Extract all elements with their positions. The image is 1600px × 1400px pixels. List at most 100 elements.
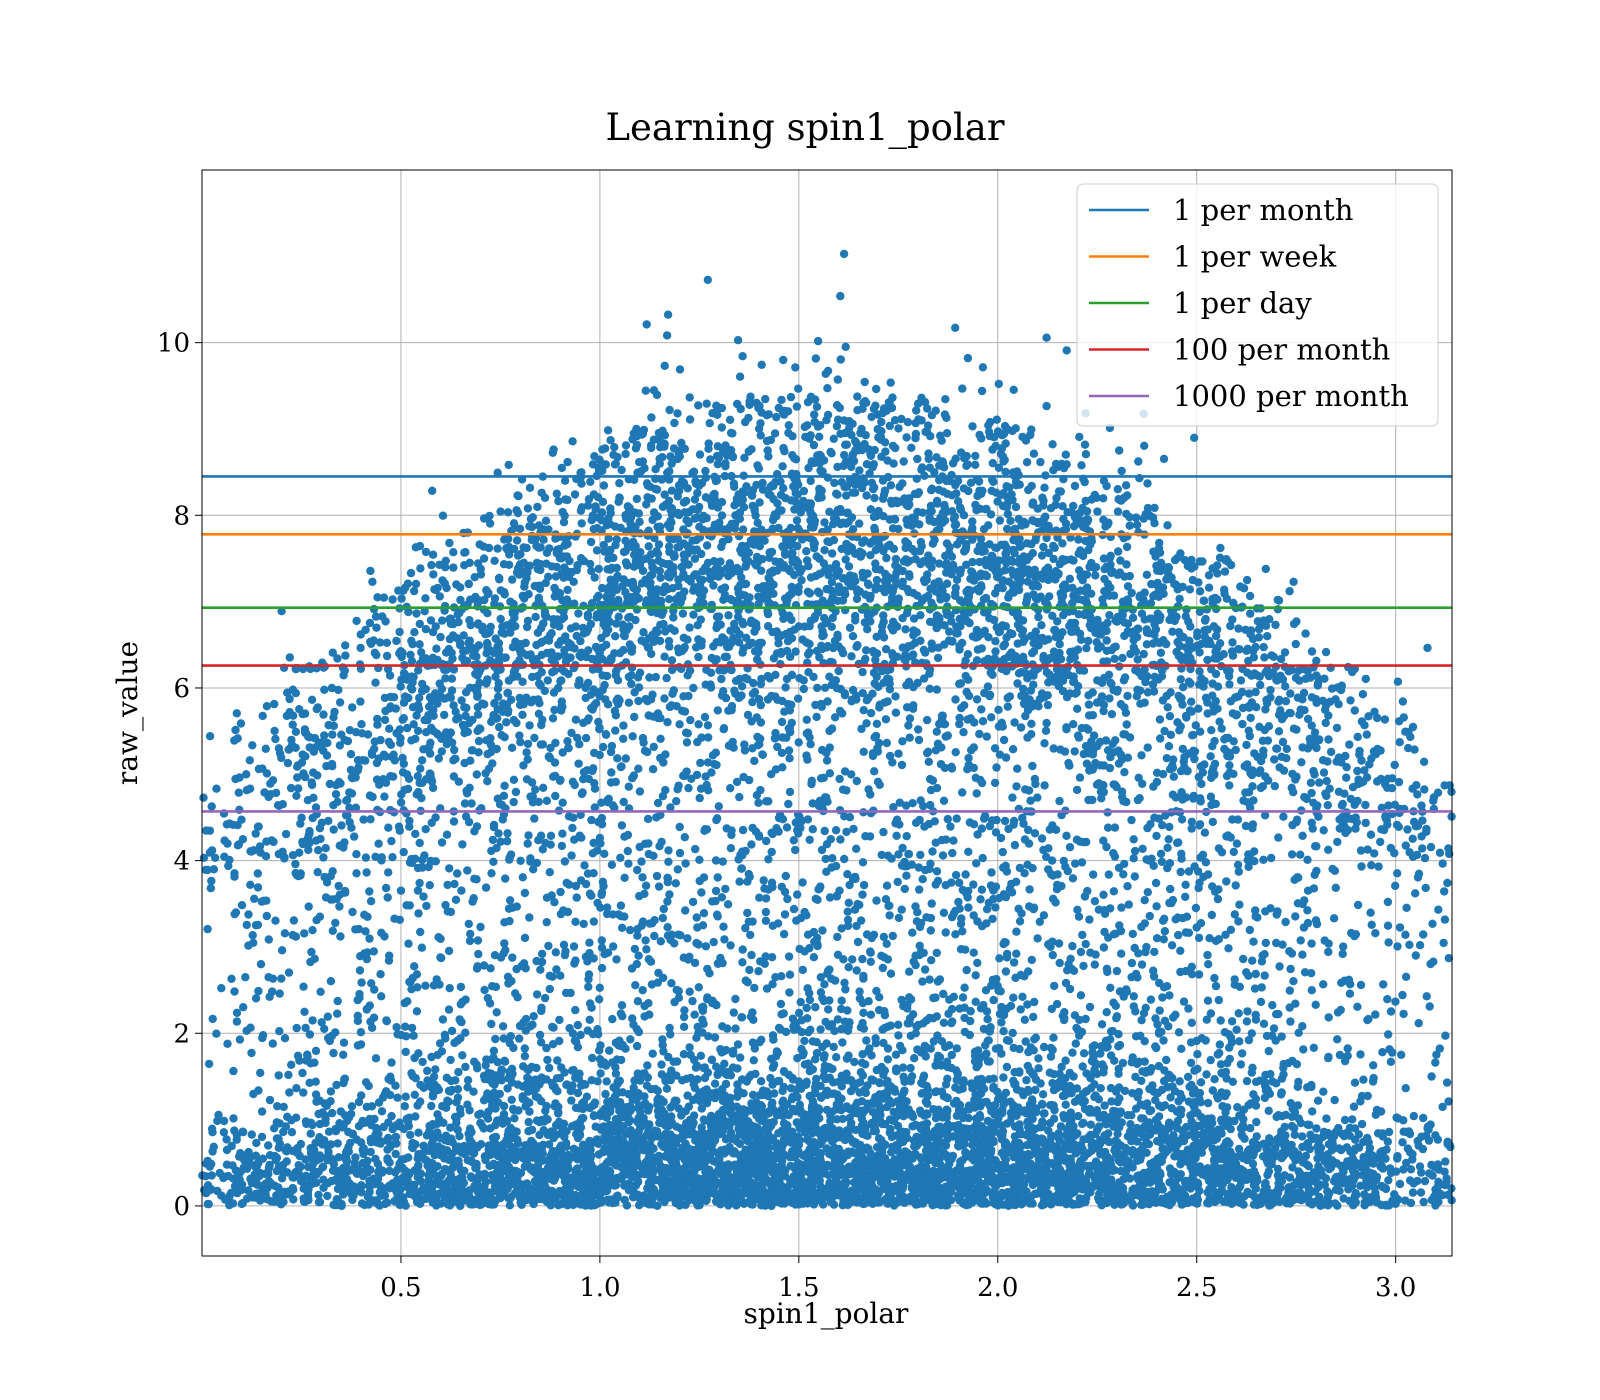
scatter-point — [717, 423, 726, 432]
scatter-point — [630, 712, 639, 722]
scatter-point — [1361, 800, 1370, 810]
scatter-point — [748, 823, 757, 833]
scatter-point — [781, 683, 790, 692]
scatter-point — [641, 881, 651, 890]
scatter-point — [998, 847, 1007, 857]
scatter-point — [811, 354, 820, 363]
scatter-point — [1162, 754, 1172, 763]
scatter-point — [548, 1040, 558, 1049]
scatter-point — [1279, 812, 1288, 821]
scatter-point — [1285, 986, 1295, 995]
scatter-point — [1150, 947, 1159, 957]
scatter-point — [236, 1149, 245, 1158]
scatter-point — [1291, 912, 1300, 921]
scatter-point — [609, 942, 618, 951]
scatter-point — [567, 1096, 576, 1105]
scatter-point — [489, 857, 498, 866]
scatter-point — [1076, 991, 1086, 1000]
scatter-point — [761, 394, 770, 404]
scatter-point — [973, 958, 982, 968]
scatter-point — [1016, 1005, 1025, 1014]
scatter-point — [866, 1010, 876, 1019]
scatter-point — [757, 360, 766, 369]
scatter-point — [1225, 1054, 1235, 1064]
scatter-point — [555, 1015, 564, 1025]
scatter-point — [964, 847, 973, 856]
scatter-point — [960, 983, 969, 992]
scatter-point — [894, 913, 904, 923]
scatter-point — [352, 850, 361, 859]
scatter-point — [883, 1055, 893, 1064]
scatter-point — [1231, 881, 1240, 890]
scatter-point — [1027, 955, 1037, 965]
scatter-point — [1159, 1036, 1168, 1045]
scatter-point — [1359, 1075, 1368, 1084]
scatter-point — [656, 573, 665, 582]
scatter-point — [925, 684, 934, 693]
scatter-point — [1264, 1106, 1273, 1116]
scatter-point — [523, 839, 532, 848]
scatter-point — [500, 1056, 509, 1066]
scatter-point — [1306, 673, 1315, 682]
scatter-point — [854, 659, 863, 669]
scatter-point — [1079, 961, 1088, 971]
scatter-point — [504, 534, 513, 544]
scatter-point — [956, 919, 966, 928]
scatter-point — [551, 572, 561, 581]
scatter-point — [525, 483, 535, 492]
scatter-point — [470, 874, 479, 883]
scatter-point — [639, 628, 648, 637]
scatter-point — [542, 1043, 551, 1053]
scatter-point — [758, 750, 767, 759]
scatter-point — [798, 878, 807, 887]
scatter-point — [717, 542, 726, 552]
scatter-point — [963, 715, 972, 724]
scatter-point — [1048, 821, 1057, 830]
scatter-point — [1398, 990, 1407, 1000]
scatter-point — [1132, 520, 1142, 530]
scatter-point — [262, 911, 271, 921]
scatter-point — [1124, 900, 1134, 909]
scatter-point — [1386, 1007, 1396, 1016]
scatter-point — [1204, 583, 1214, 592]
scatter-point — [816, 1025, 825, 1034]
scatter-point — [1263, 736, 1273, 745]
scatter-point — [449, 817, 459, 826]
scatter-point — [533, 502, 542, 512]
scatter-point — [720, 583, 730, 592]
scatter-point — [417, 756, 427, 765]
scatter-point — [1395, 738, 1404, 747]
scatter-point — [941, 395, 950, 404]
scatter-point — [410, 1090, 419, 1100]
scatter-point — [1066, 954, 1075, 963]
scatter-point — [367, 1102, 377, 1111]
scatter-point — [1072, 785, 1082, 795]
scatter-point — [1420, 1176, 1430, 1186]
scatter-point — [1366, 830, 1376, 839]
scatter-point — [1081, 450, 1091, 459]
scatter-point — [328, 867, 337, 876]
scatter-point — [1260, 653, 1269, 662]
scatter-point — [849, 824, 858, 834]
scatter-point — [480, 985, 489, 995]
scatter-point — [579, 919, 588, 929]
scatter-point — [919, 1071, 929, 1080]
scatter-point — [979, 525, 989, 534]
scatter-point — [651, 672, 660, 682]
scatter-point — [502, 837, 512, 846]
scatter-point — [642, 945, 651, 954]
scatter-point — [1401, 1084, 1410, 1093]
scatter-point — [784, 799, 793, 809]
scatter-point — [702, 541, 712, 550]
scatter-point — [487, 869, 496, 878]
scatter-point — [423, 1066, 432, 1076]
scatter-point — [1149, 966, 1158, 975]
scatter-point — [642, 500, 651, 509]
scatter-point — [858, 858, 868, 867]
scatter-point — [933, 653, 943, 663]
scatter-point — [369, 604, 379, 614]
scatter-point — [805, 648, 814, 657]
scatter-point — [617, 465, 626, 475]
scatter-point — [1020, 835, 1030, 844]
scatter-point — [1267, 853, 1276, 863]
